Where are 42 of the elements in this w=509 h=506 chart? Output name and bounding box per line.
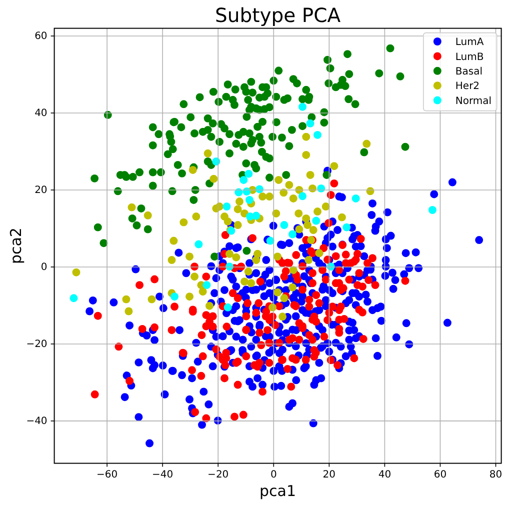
point xyxy=(70,294,78,302)
x-tick-label: −20 xyxy=(208,469,229,480)
legend-label: LumA xyxy=(455,37,484,48)
x-tick-label: −60 xyxy=(96,469,118,480)
x-tick-label: 20 xyxy=(322,469,336,480)
y-tick-label: 40 xyxy=(34,108,48,120)
legend-label: Her2 xyxy=(455,81,480,92)
point xyxy=(252,212,260,220)
point xyxy=(314,130,322,139)
point xyxy=(202,281,211,290)
point xyxy=(298,192,306,200)
x-tick-label: 40 xyxy=(378,469,392,480)
y-tick-label: 60 xyxy=(34,31,48,42)
point xyxy=(224,303,232,312)
y-tick-label: 0 xyxy=(40,262,48,274)
point xyxy=(280,221,288,229)
point xyxy=(245,196,254,204)
legend-label: LumB xyxy=(455,52,484,63)
point xyxy=(298,102,306,111)
x-tick-label: −40 xyxy=(152,469,174,480)
y-tick-label: −20 xyxy=(26,339,48,350)
point xyxy=(222,202,231,211)
x-axis-title: pca1 xyxy=(260,482,296,500)
chart-title: Subtype PCA xyxy=(215,4,342,27)
point xyxy=(194,240,203,248)
legend-label: Basal xyxy=(455,66,483,78)
y-axis-title: pca2 xyxy=(7,228,25,264)
y-tick-label: −40 xyxy=(26,416,48,428)
y-tick-label: 20 xyxy=(34,185,48,196)
point xyxy=(352,194,360,202)
x-tick-label: 80 xyxy=(489,469,502,480)
point xyxy=(244,170,253,178)
point xyxy=(342,223,351,232)
point xyxy=(240,176,248,184)
point xyxy=(306,119,314,128)
point xyxy=(170,292,179,301)
point xyxy=(288,230,297,238)
x-tick-label: 0 xyxy=(270,469,277,480)
legend-label: Normal xyxy=(455,96,492,107)
point xyxy=(312,216,320,225)
point xyxy=(428,206,436,214)
x-tick-label: 60 xyxy=(434,469,447,480)
